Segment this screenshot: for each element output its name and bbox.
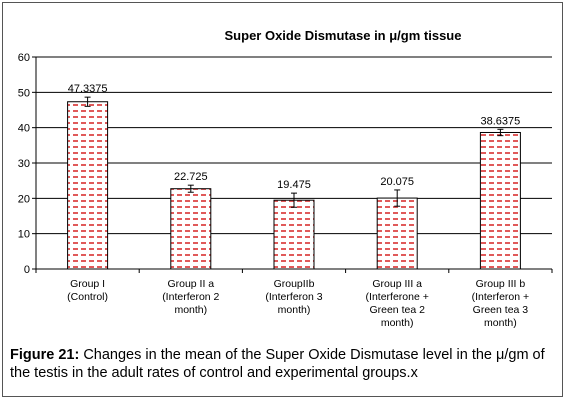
bar	[170, 188, 212, 270]
data-label: 20.075	[380, 176, 414, 188]
data-label: 47.3375	[68, 83, 108, 95]
figure-caption: Figure 21: Changes in the mean of the Su…	[10, 346, 555, 382]
data-label: 19.475	[277, 179, 311, 191]
x-tick-label: Group III b (Interferon + Green tea 3 month…	[472, 278, 530, 329]
y-tick-label: 20	[18, 193, 30, 205]
bar	[273, 199, 315, 270]
data-label: 38.6375	[481, 115, 521, 127]
error-bars	[84, 96, 504, 208]
data-label: 22.725	[174, 171, 208, 183]
error-bar	[291, 192, 297, 208]
bar	[479, 131, 521, 270]
x-tick-label: GroupIIb (Interferon 3 month)	[265, 278, 322, 316]
error-bar	[187, 184, 194, 193]
data-labels: 47.3375 22.725 19.475 20.075 38.6375	[68, 83, 521, 191]
y-tick-label: 0	[24, 264, 30, 276]
error-bar	[497, 128, 504, 137]
x-tick-label: Group I (Control)	[67, 278, 108, 303]
gridlines	[36, 56, 552, 235]
bars	[67, 101, 521, 270]
error-bar	[394, 189, 401, 207]
y-tick-label: 30	[18, 158, 30, 170]
error-bar	[84, 96, 91, 107]
caption-text: Changes in the mean of the Super Oxide D…	[10, 347, 545, 381]
chart-title: Super Oxide Dismutase in μ/gm tissue	[225, 28, 462, 43]
bar	[376, 197, 418, 270]
y-tick-label: 60	[18, 52, 30, 64]
y-tick-labels: 0 10 20 30 40 50 60	[18, 52, 30, 276]
x-tick-label: Group III a (Interferone + Green tea 2 mont…	[366, 278, 429, 329]
y-tick-label: 10	[18, 229, 30, 241]
x-tick-label: Group II a (Interferon 2 month)	[162, 278, 219, 316]
bar	[67, 101, 109, 270]
y-tick-label: 40	[18, 123, 30, 135]
caption-label: Figure 21:	[10, 347, 80, 363]
y-tick-label: 50	[18, 87, 30, 99]
